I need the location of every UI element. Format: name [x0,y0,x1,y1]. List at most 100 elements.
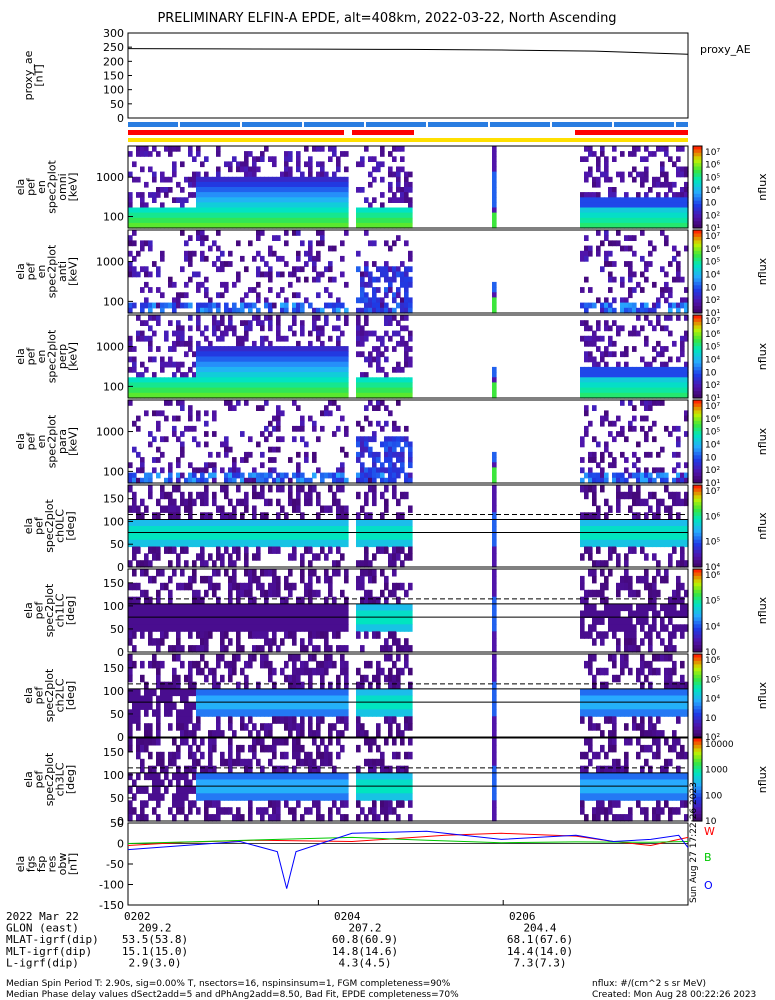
heatmap-cell [384,617,389,625]
heatmap-cell [248,388,253,394]
heatmap-cell [612,388,617,394]
heatmap-cell [316,519,321,526]
heatmap-cell [648,452,653,458]
heatmap-cell [664,426,669,432]
heatmap-cell [196,367,201,373]
heatmap-cell [408,218,413,224]
heatmap-cell [208,452,213,458]
heatmap-cell [592,303,597,309]
heatmap-cell [260,182,265,188]
heatmap-cell [156,457,161,463]
heatmap-cell [392,436,397,442]
heatmap-cell [216,351,221,357]
heatmap-cell [188,617,193,625]
heatmap-cell [592,457,597,463]
heatmap-cell [668,357,673,363]
heatmap-cell [244,156,249,162]
heatmap-cell [252,467,257,473]
heatmap-cell [604,261,609,267]
heatmap-cell [336,156,341,162]
heatmap-cell [264,336,269,342]
heatmap-cell [200,218,205,224]
heatmap-cell [140,519,145,526]
heatmap-cell [620,208,625,214]
heatmap-cell [624,297,629,303]
heatmap-cell [208,604,213,612]
heatmap-cell [364,540,369,547]
heatmap-cell [300,197,305,203]
heatmap-cell [308,197,313,203]
heatmap-cell [644,400,649,406]
heatmap-cell [492,287,497,293]
heatmap-cell [308,303,313,309]
heatmap-cell [212,462,217,468]
heatmap-cell [180,187,185,193]
heatmap-cell [392,218,397,224]
heatmap-cell [384,519,389,526]
heatmap-cell [596,251,601,257]
heatmap-cell [640,533,645,540]
heatmap-cell [668,213,673,219]
heatmap-cell [136,372,141,378]
heatmap-cell [288,617,293,625]
heatmap-cell [292,303,297,309]
heatmap-cell [624,583,629,591]
heatmap-cell [280,287,285,293]
heatmap-cell [196,146,201,152]
heatmap-cell [356,473,361,479]
heatmap-cell [304,533,309,540]
heatmap-cell [304,624,309,632]
heatmap-cell [612,277,617,283]
heatmap-cell [400,187,405,193]
heatmap-cell [304,367,309,373]
heatmap-cell [580,512,585,519]
heatmap-cell [256,357,261,363]
heatmap-cell [676,156,681,162]
heatmap-cell [664,533,669,540]
heatmap-cell [408,202,413,208]
heatmap-cell [236,709,241,717]
heatmap-cell [388,187,393,193]
heatmap-cell [272,457,277,463]
heatmap-cell [372,218,377,224]
heatmap-cell [628,645,633,653]
heatmap-cell [128,172,133,178]
heatmap-cell [308,590,313,598]
heatmap-cell [360,156,365,162]
heatmap-cell [360,187,365,193]
heatmap-cell [296,426,301,432]
heatmap-cell [188,346,193,352]
colorbar-tick-label: 10⁵ [705,258,720,268]
heatmap-cell [200,192,205,198]
heatmap-cell [600,583,605,591]
heatmap-cell [388,320,393,326]
heatmap-cell [208,208,213,214]
colorbar-tick-label: 10⁴ [705,356,720,366]
heatmap-cell [612,540,617,547]
heatmap-cell [188,261,193,267]
heatmap-cell [356,631,361,639]
heatmap-cell [240,668,245,676]
heatmap-cell [264,631,269,639]
heatmap-cell [136,519,141,526]
heatmap-cell [648,151,653,157]
heatmap-cell [492,506,497,513]
heatmap-cell [680,533,685,540]
heatmap-cell [660,367,665,373]
heatmap-cell [268,372,273,378]
heatmap-cell [220,388,225,394]
heatmap-cell [212,208,217,214]
heatmap-cell [308,202,313,208]
heatmap-cell [212,213,217,219]
heatmap-cell [256,208,261,214]
heatmap-cell [320,473,325,479]
heatmap-cell [276,645,281,653]
heatmap-cell [404,388,409,394]
heatmap-cell [144,266,149,272]
heatmap-cell [624,436,629,442]
colorbar-cell [693,339,702,343]
heatmap-cell [672,597,677,605]
colorbar-cell [693,353,702,357]
heatmap-cell [192,251,197,257]
heatmap-cell [368,331,373,337]
